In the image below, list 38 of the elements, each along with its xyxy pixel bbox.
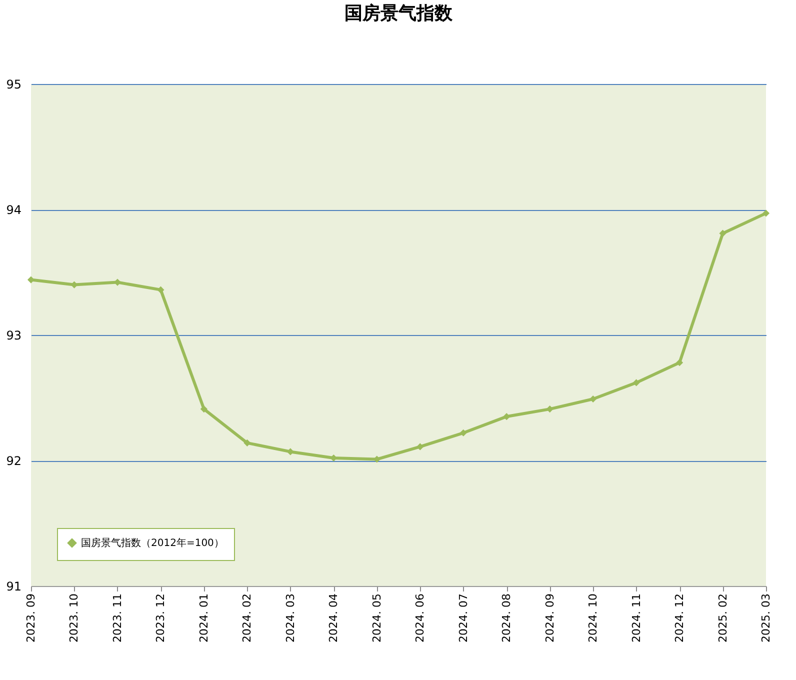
point	[244, 439, 251, 446]
x-tick-label: 2024. 06	[414, 594, 427, 642]
x-tick-label: 2025. 02	[716, 594, 730, 642]
x-tick-label: 2024. 07	[456, 594, 470, 642]
y-tick-label: 95	[6, 78, 22, 92]
x-tick-label: 2024. 10	[586, 594, 600, 642]
y-tick-label: 92	[6, 454, 22, 468]
x-tick-label: 2024. 09	[543, 594, 556, 642]
point	[546, 406, 554, 413]
point	[676, 359, 684, 366]
x-tick-label: 2025. 03	[760, 594, 772, 642]
y-tick-label: 94	[6, 203, 22, 217]
y-tick-label: 93	[6, 328, 22, 342]
x-tick-label: 2023. 10	[68, 594, 81, 642]
point	[157, 286, 164, 294]
point	[762, 210, 770, 217]
x-tick-label: 2024. 04	[327, 594, 340, 642]
point	[590, 395, 597, 403]
point	[719, 230, 726, 237]
point	[460, 429, 467, 436]
point	[416, 443, 424, 450]
point	[286, 448, 294, 456]
point	[632, 379, 640, 386]
legend-label: 国房景气指数（2012年=100）	[81, 537, 224, 549]
x-tick-label: 2024. 05	[370, 594, 384, 642]
x-tick-label: 2023. 11	[110, 594, 124, 642]
x-tick-label: 2024. 02	[240, 594, 254, 642]
point	[503, 413, 510, 420]
x-tick-label: 2023. 12	[154, 594, 168, 642]
x-tick-label: 2024. 01	[197, 594, 210, 642]
x-tick-label: 2024. 12	[673, 594, 686, 642]
chart-title: 国房景气指数	[344, 3, 454, 24]
x-tick-label: 2024. 11	[630, 594, 643, 642]
x-tick-label: 2023. 09	[24, 594, 38, 642]
y-tick-label: 91	[6, 580, 22, 594]
point	[200, 406, 208, 413]
x-tick-label: 2024. 08	[500, 594, 514, 642]
x-tick-label: 2024. 03	[284, 594, 297, 642]
